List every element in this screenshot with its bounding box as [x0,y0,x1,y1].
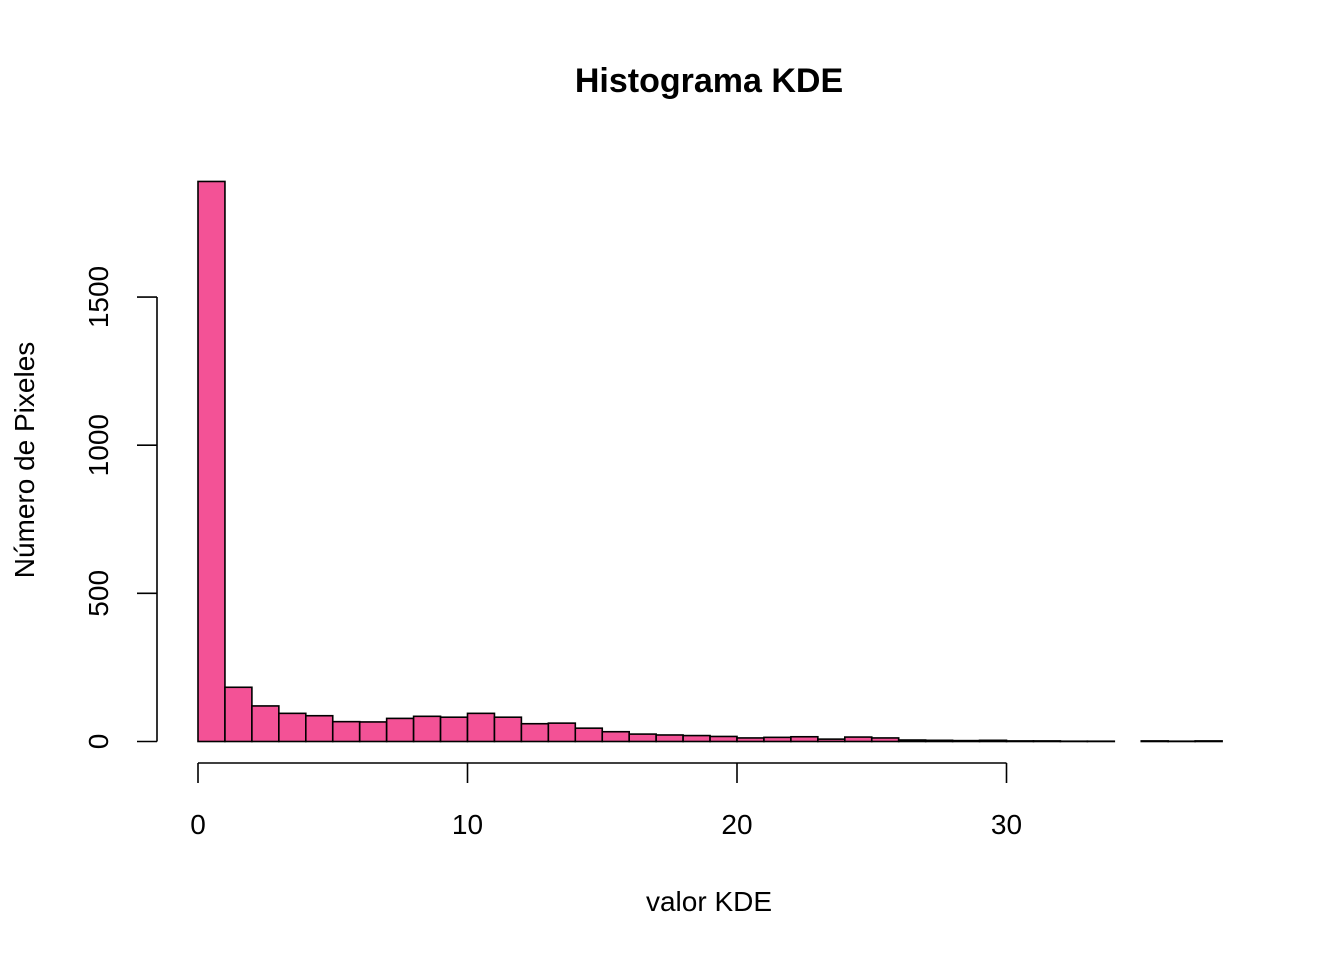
histogram-bar [682,734,711,743]
y-tick-label: 1000 [83,414,114,476]
histogram-bar [1032,740,1062,743]
histogram-bar [897,739,927,743]
histogram-bar [358,721,388,743]
histogram-bar [1005,740,1035,743]
histogram-bar [709,735,738,743]
histogram-bar [951,739,981,743]
histogram-bar [763,736,792,743]
y-axis: 0 500 1000 1500 [83,266,158,750]
x-tick-label: 0 [190,809,206,840]
bars-group [197,180,1223,743]
histogram-bar [1140,740,1170,743]
x-tick-label: 10 [452,809,483,840]
y-tick-label: 1500 [83,266,114,328]
histogram-bar [1194,740,1223,743]
histogram-bar [790,735,819,743]
histogram-bar [870,737,900,743]
chart-title: Histograma KDE [575,62,843,100]
histogram-bar [978,739,1008,743]
histogram-bar [224,686,253,743]
histogram-bar [385,717,415,743]
histogram-bar [493,716,523,743]
histogram-bar [817,738,846,743]
histogram-bar [466,712,496,743]
y-tick-label: 0 [83,734,114,750]
histogram-bar [331,720,361,743]
x-axis: 0 10 20 30 [190,762,1022,840]
histogram-bar [278,712,307,743]
histogram-bar [628,733,657,743]
histogram-bar [736,737,765,743]
y-axis-title: Número de Pixeles [9,342,40,579]
histogram-bar [251,705,280,743]
x-tick-label: 20 [721,809,752,840]
histogram-bar [843,736,873,743]
histogram-bar [574,727,604,743]
histogram-bar [304,714,334,743]
histogram-bar [412,715,442,743]
histogram-bar [439,716,469,743]
histogram-bar [655,734,684,743]
histogram-bar [601,730,631,743]
histogram-bar [924,739,954,743]
histogram-bar [520,722,550,743]
histogram-bar [547,722,577,743]
y-tick-label: 500 [83,570,114,617]
x-axis-title: valor KDE [646,886,772,917]
histogram-bar [197,180,226,743]
x-tick-label: 30 [991,809,1022,840]
